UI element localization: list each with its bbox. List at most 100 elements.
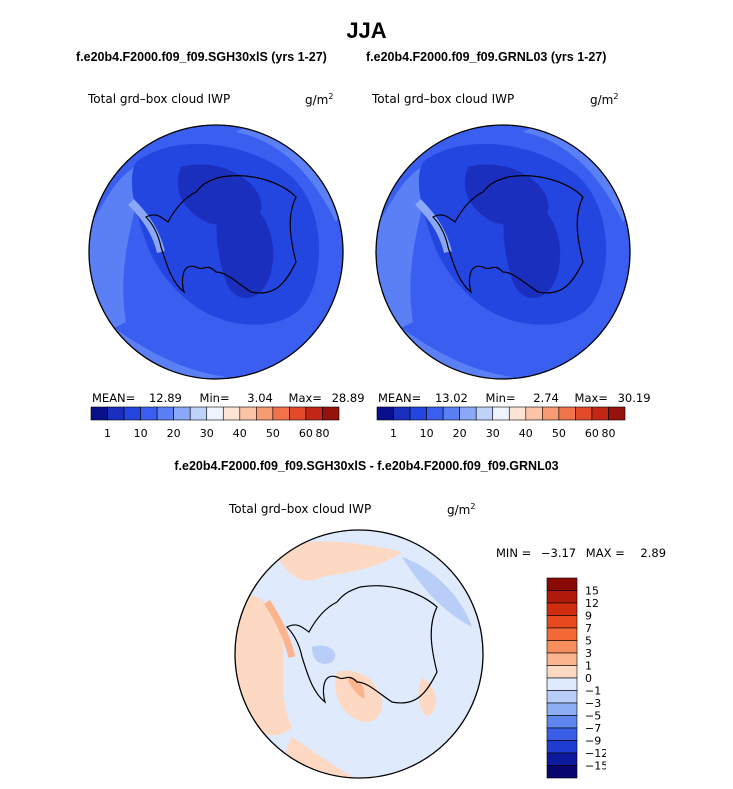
difference-colorbar-swatch bbox=[546, 615, 578, 629]
left-max-label: Max= bbox=[288, 391, 322, 405]
difference-colorbar-swatch bbox=[546, 577, 578, 591]
difference-colorbar-swatch bbox=[546, 652, 578, 666]
right-colorbar-swatch bbox=[558, 406, 576, 421]
left-colorbar-swatch bbox=[305, 406, 323, 421]
difference-map bbox=[234, 529, 484, 779]
right-map-border bbox=[375, 124, 631, 380]
left-map bbox=[88, 124, 344, 380]
left-colorbar-label: 10 bbox=[134, 427, 148, 440]
difference-colorbar-label: 0 bbox=[585, 672, 592, 685]
left-stats: MEAN= 12.89 Min= 3.04 Max= 28.89 bbox=[92, 391, 365, 405]
difference-colorbar-label: −15 bbox=[585, 760, 606, 773]
difference-min-label: MIN = bbox=[496, 546, 532, 560]
left-mean-label: MEAN= bbox=[92, 391, 136, 405]
difference-region-negative-center bbox=[312, 645, 336, 664]
difference-colorbar-label: −7 bbox=[585, 722, 601, 735]
left-colorbar-swatch bbox=[289, 406, 307, 421]
right-colorbar-swatch bbox=[508, 406, 527, 421]
right-min-value: 2.74 bbox=[533, 391, 559, 405]
left-variable-label: Total grd–box cloud IWP bbox=[88, 92, 231, 106]
right-colorbar-swatch bbox=[575, 406, 593, 421]
left-map-region-dark-east bbox=[216, 196, 274, 299]
right-units-label: g/m2 bbox=[590, 92, 619, 107]
left-colorbar-swatch bbox=[239, 406, 257, 421]
difference-minmax: MIN = −3.17 MAX = 2.89 bbox=[496, 546, 666, 560]
difference-colorbar-label: 12 bbox=[585, 597, 599, 610]
left-colorbar-swatch bbox=[222, 406, 241, 421]
left-colorbar-label: 1 bbox=[104, 427, 111, 440]
right-colorbar-swatch bbox=[426, 406, 444, 421]
right-mean-value: 13.02 bbox=[434, 391, 468, 405]
difference-colorbar-swatch bbox=[546, 752, 578, 766]
left-map-region-lightest bbox=[128, 199, 165, 254]
right-map-region-south bbox=[424, 272, 593, 375]
left-mean-value: 12.89 bbox=[148, 391, 182, 405]
left-map-border bbox=[88, 124, 344, 380]
right-colorbar-label: 10 bbox=[420, 427, 434, 440]
left-colorbar-swatch bbox=[156, 406, 174, 421]
right-colorbar-swatch bbox=[542, 406, 560, 421]
difference-colorbar-swatch bbox=[546, 640, 578, 654]
right-max-label: Max= bbox=[574, 391, 608, 405]
difference-colorbar-label: −5 bbox=[585, 710, 601, 723]
difference-antarctica-coastline bbox=[285, 585, 438, 704]
left-colorbar-swatch bbox=[322, 406, 340, 421]
right-colorbar: 1 10 20 30 40 50 60 80 bbox=[376, 406, 626, 440]
difference-max-label: MAX = bbox=[585, 546, 625, 560]
right-colorbar-swatch bbox=[376, 406, 394, 421]
difference-colorbar-swatch bbox=[546, 740, 578, 754]
difference-map-border bbox=[234, 529, 484, 779]
difference-colorbar-swatch bbox=[546, 677, 578, 691]
difference-max-value: 2.89 bbox=[640, 546, 667, 560]
difference-region-positive-north bbox=[272, 541, 402, 581]
difference-region-negative-northeast bbox=[402, 557, 472, 627]
left-units-label: g/m2 bbox=[305, 92, 334, 107]
right-map-region-dark-east bbox=[503, 196, 561, 299]
right-colorbar-swatch bbox=[591, 406, 609, 421]
figure-title: JJA bbox=[346, 18, 387, 43]
left-colorbar-swatch bbox=[90, 406, 108, 421]
difference-colorbar-swatch bbox=[546, 727, 578, 741]
right-colorbar-swatch bbox=[475, 406, 494, 421]
difference-region-positive-east bbox=[418, 677, 437, 717]
right-colorbar-swatch bbox=[492, 406, 510, 421]
right-colorbar-label: 60 bbox=[585, 427, 599, 440]
difference-title: f.e20b4.F2000.f09_f09.SGH30xlS - f.e20b4… bbox=[174, 459, 559, 473]
left-colorbar-swatch bbox=[123, 406, 141, 421]
left-colorbar-label: 30 bbox=[200, 427, 214, 440]
left-colorbar-swatch bbox=[272, 406, 290, 421]
right-stats: MEAN= 13.02 Min= 2.74 Max= 30.19 bbox=[378, 391, 651, 405]
difference-region-positive-core bbox=[347, 676, 365, 699]
left-colorbar-label: 80 bbox=[315, 427, 329, 440]
right-colorbar-swatch bbox=[608, 406, 626, 421]
right-case-title: f.e20b4.F2000.f09_f09.GRNL03 (yrs 1-27) bbox=[366, 50, 607, 64]
left-colorbar-swatch bbox=[140, 406, 158, 421]
left-colorbar-swatch bbox=[189, 406, 208, 421]
right-colorbar-swatch bbox=[459, 406, 477, 421]
right-colorbar-swatch bbox=[409, 406, 427, 421]
right-colorbar-label: 30 bbox=[486, 427, 500, 440]
difference-colorbar-swatch bbox=[546, 690, 578, 704]
right-map-region-lightest bbox=[415, 199, 452, 254]
difference-colorbar-swatch bbox=[546, 665, 578, 679]
right-colorbar-label: 20 bbox=[453, 427, 467, 440]
left-antarctica-coastline bbox=[144, 175, 297, 294]
difference-colorbar-swatch bbox=[546, 590, 578, 604]
difference-colorbar-swatch bbox=[546, 765, 578, 779]
left-colorbar: 1 10 20 30 40 50 60 80 bbox=[90, 406, 340, 440]
right-colorbar-label: 40 bbox=[519, 427, 533, 440]
left-case-title: f.e20b4.F2000.f09_f09.SGH30xlS (yrs 1-27… bbox=[76, 50, 327, 64]
difference-region-positive-west bbox=[235, 594, 292, 736]
difference-colorbar-label: 1 bbox=[585, 660, 592, 673]
difference-region-positive-peninsula bbox=[264, 600, 296, 658]
left-colorbar-label: 40 bbox=[233, 427, 247, 440]
right-colorbar-swatch bbox=[442, 406, 460, 421]
right-colorbar-label: 1 bbox=[390, 427, 397, 440]
left-max-value: 28.89 bbox=[331, 391, 365, 405]
difference-min-value: −3.17 bbox=[540, 546, 577, 560]
difference-colorbar-label: −3 bbox=[585, 697, 601, 710]
left-colorbar-label: 50 bbox=[266, 427, 280, 440]
left-min-label: Min= bbox=[199, 391, 230, 405]
difference-colorbar-swatch bbox=[546, 715, 578, 729]
right-colorbar-swatch bbox=[393, 406, 411, 421]
